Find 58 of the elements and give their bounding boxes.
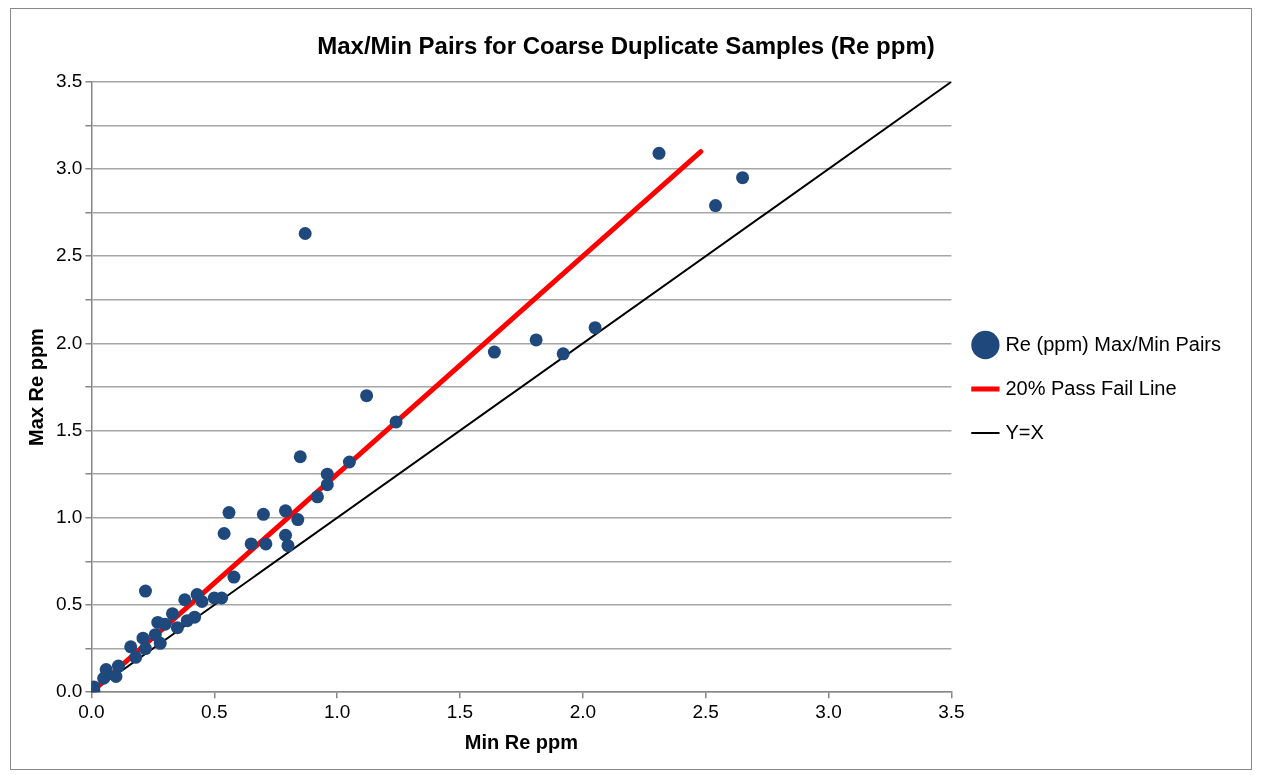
x-tick-label: 1.5 — [446, 700, 474, 722]
x-tick-label: 3.0 — [815, 700, 842, 722]
y-axis-title: Max Re ppm — [24, 328, 47, 446]
x-tick-label: 1.0 — [323, 700, 351, 722]
y-tick-label: 1.0 — [55, 506, 83, 528]
point — [256, 507, 270, 521]
point — [342, 455, 356, 469]
point — [652, 146, 666, 160]
x-tick-label: 3.5 — [938, 700, 965, 722]
point — [188, 610, 202, 624]
y-tick-label: 3.0 — [55, 157, 83, 179]
point — [291, 513, 305, 527]
point — [222, 506, 236, 520]
point — [138, 584, 152, 598]
point — [588, 321, 602, 335]
x-tick-label: 2.5 — [692, 700, 719, 722]
y-tick-label: 1.5 — [55, 418, 83, 440]
x-axis-title: Min Re ppm — [464, 730, 579, 753]
y-tick-label: 3.5 — [55, 70, 83, 92]
point — [293, 450, 307, 464]
y-tick-label: 0.5 — [55, 593, 83, 615]
point — [389, 415, 403, 429]
y-tick-label: 2.5 — [55, 244, 83, 266]
point — [227, 570, 241, 584]
point — [166, 607, 179, 621]
point — [320, 478, 334, 492]
point — [360, 389, 374, 403]
point — [124, 640, 138, 654]
point — [217, 527, 231, 540]
point — [138, 642, 152, 656]
point — [487, 345, 501, 359]
y-tick-label: 0.0 — [55, 680, 83, 702]
legend-label: Y=X — [1005, 420, 1044, 443]
point — [148, 628, 162, 642]
point — [736, 171, 750, 185]
chart-title: Max/Min Pairs for Coarse Duplicate Samples (Re ppm) — [317, 32, 935, 60]
point — [244, 537, 258, 551]
point — [158, 617, 172, 631]
x-tick-label: 0.5 — [201, 700, 228, 722]
legend-label: 20% Pass Fail Line — [1005, 376, 1177, 399]
point — [310, 490, 324, 504]
point — [529, 333, 543, 347]
point — [129, 650, 143, 664]
point — [556, 347, 570, 361]
point — [195, 595, 209, 609]
legend-label: Re (ppm) Max/Min Pairs — [1005, 332, 1222, 355]
point — [281, 539, 295, 553]
point — [709, 199, 723, 213]
point — [298, 227, 312, 241]
point — [178, 593, 192, 607]
x-tick-label: 0.0 — [78, 700, 105, 722]
point — [97, 671, 111, 685]
y-tick-label: 2.0 — [55, 331, 83, 353]
point — [279, 504, 293, 518]
point — [109, 670, 123, 683]
x-tick-label: 2.0 — [569, 700, 597, 722]
point — [170, 621, 184, 635]
point — [259, 537, 273, 551]
